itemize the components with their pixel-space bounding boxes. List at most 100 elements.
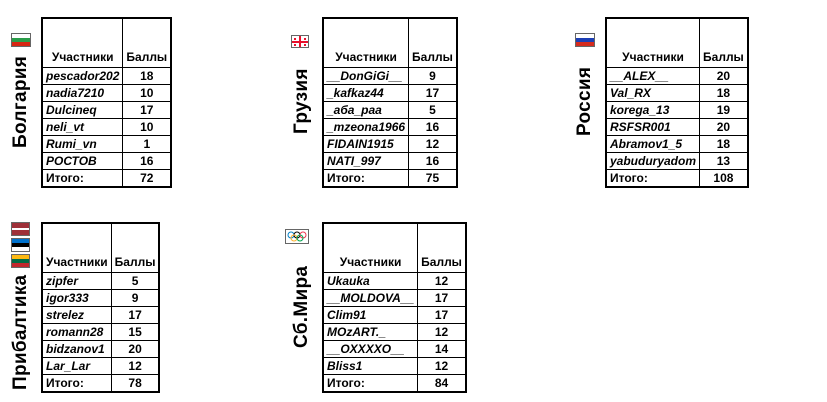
total-label: Итого:	[41, 169, 124, 188]
participant-points: 16	[408, 118, 458, 136]
participant-name: FIDAIN1915	[322, 135, 410, 153]
participant-name: Dulcineq	[41, 101, 124, 119]
participant-points: 12	[408, 135, 458, 153]
table-row: __ALEX__ 20	[605, 67, 749, 85]
participant-name: __DonGiGi__	[322, 67, 410, 85]
table-row: __MOLDOVA__ 17	[322, 289, 467, 307]
score-table: Участники Баллы __DonGiGi__ 9 _kafkaz44 17 …	[322, 17, 458, 188]
total-label: Итого:	[322, 374, 419, 393]
header-participants: Участники	[322, 17, 410, 68]
total-row: Итого: 75	[322, 169, 458, 188]
participant-points: 17	[417, 289, 467, 307]
participant-name: zipfer	[41, 272, 112, 290]
table-row: igor333 9	[41, 289, 160, 307]
group-title: Грузия	[291, 68, 312, 134]
header-points: Баллы	[122, 17, 172, 68]
table-row: __DonGiGi__ 9	[322, 67, 458, 85]
score-table: Участники Баллы Ukauka 12 __MOLDOVA__ 17 Cl…	[322, 222, 467, 393]
table-row: korega_13 19	[605, 101, 749, 119]
table-row: Abramov1_5 18	[605, 135, 749, 153]
table-row: RSFSR001 20	[605, 118, 749, 136]
participant-points: 5	[408, 101, 458, 119]
participant-points: 20	[699, 118, 749, 136]
group-title: Россия	[574, 66, 595, 136]
table-row: Val_RX 18	[605, 84, 749, 102]
header-points: Баллы	[417, 222, 467, 273]
participant-points: 18	[699, 84, 749, 102]
participant-points: 16	[122, 152, 172, 170]
total-row: Итого: 72	[41, 169, 172, 188]
table-header-row: Участники Баллы	[605, 17, 749, 68]
total-value: 78	[110, 374, 160, 393]
total-row: Итого: 84	[322, 374, 467, 393]
table-row: Lar_Lar 12	[41, 357, 160, 375]
table-row: nadia7210 10	[41, 84, 172, 102]
latvia-flag-icon	[11, 222, 30, 236]
participant-name: nadia7210	[41, 84, 124, 102]
participant-name: yabuduryadom	[605, 152, 701, 170]
table-row: bidzanov1 20	[41, 340, 160, 358]
header-points: Баллы	[110, 222, 160, 273]
table-row: FIDAIN1915 12	[322, 135, 458, 153]
participant-name: Bliss1	[322, 357, 419, 375]
participant-name: NATI_997	[322, 152, 410, 170]
group-title: Прибалтика	[10, 274, 31, 390]
participant-name: Rumi_vn	[41, 135, 124, 153]
participant-points: 14	[417, 340, 467, 358]
participant-name: __ALEX__	[605, 67, 701, 85]
participant-points: 18	[699, 135, 749, 153]
header-points: Баллы	[408, 17, 458, 68]
participant-points: 12	[417, 357, 467, 375]
table-header-row: Участники Баллы	[322, 222, 467, 273]
score-table: Участники Баллы pescador202 18 nadia7210 10…	[41, 17, 173, 188]
table-row: yabuduryadom 13	[605, 152, 749, 170]
total-value: 108	[699, 169, 749, 188]
header-participants: Участники	[322, 222, 419, 273]
participant-points: 17	[408, 84, 458, 102]
participant-points: 12	[417, 272, 467, 290]
participant-points: 1	[122, 135, 172, 153]
estonia-flag-icon	[11, 238, 30, 252]
total-label: Итого:	[322, 169, 410, 188]
olympic-flag-icon	[285, 229, 309, 244]
participant-points: 13	[699, 152, 749, 170]
participant-points: 10	[122, 118, 172, 136]
participant-points: 16	[408, 152, 458, 170]
total-value: 84	[417, 374, 467, 393]
table-row: MOzART._ 12	[322, 323, 467, 341]
lithuania-flag-icon	[11, 254, 30, 268]
participant-points: 20	[110, 340, 160, 358]
participant-points: 5	[110, 272, 160, 290]
participant-name: Abramov1_5	[605, 135, 701, 153]
participant-name: MOzART._	[322, 323, 419, 341]
table-row: Clim91 17	[322, 306, 467, 324]
participant-points: 17	[110, 306, 160, 324]
table-row: _kafkaz44 17	[322, 84, 458, 102]
bulgaria-flag-icon	[11, 33, 31, 47]
participant-points: 18	[122, 67, 172, 85]
table-row: Rumi_vn 1	[41, 135, 172, 153]
header-points: Баллы	[699, 17, 749, 68]
header-participants: Участники	[41, 17, 124, 68]
participant-points: 15	[110, 323, 160, 341]
table-header-row: Участники Баллы	[41, 222, 160, 273]
olympic-rings-icon	[287, 231, 307, 242]
total-row: Итого: 78	[41, 374, 160, 393]
participant-points: 9	[110, 289, 160, 307]
participant-name: pescador202	[41, 67, 124, 85]
participant-name: __MOLDOVA__	[322, 289, 419, 307]
total-row: Итого: 108	[605, 169, 749, 188]
participant-name: _mzeona1966	[322, 118, 410, 136]
participant-name: strelez	[41, 306, 112, 324]
participant-name: _аба_раа	[322, 101, 410, 119]
participant-points: 17	[417, 306, 467, 324]
table-row: NATI_997 16	[322, 152, 458, 170]
russia-flag-icon	[575, 33, 595, 47]
total-value: 75	[408, 169, 458, 188]
participant-name: RSFSR001	[605, 118, 701, 136]
table-row: __OXXXXO__ 14	[322, 340, 467, 358]
header-participants: Участники	[41, 222, 112, 273]
table-row: romann28 15	[41, 323, 160, 341]
participant-points: 19	[699, 101, 749, 119]
participant-points: 10	[122, 84, 172, 102]
